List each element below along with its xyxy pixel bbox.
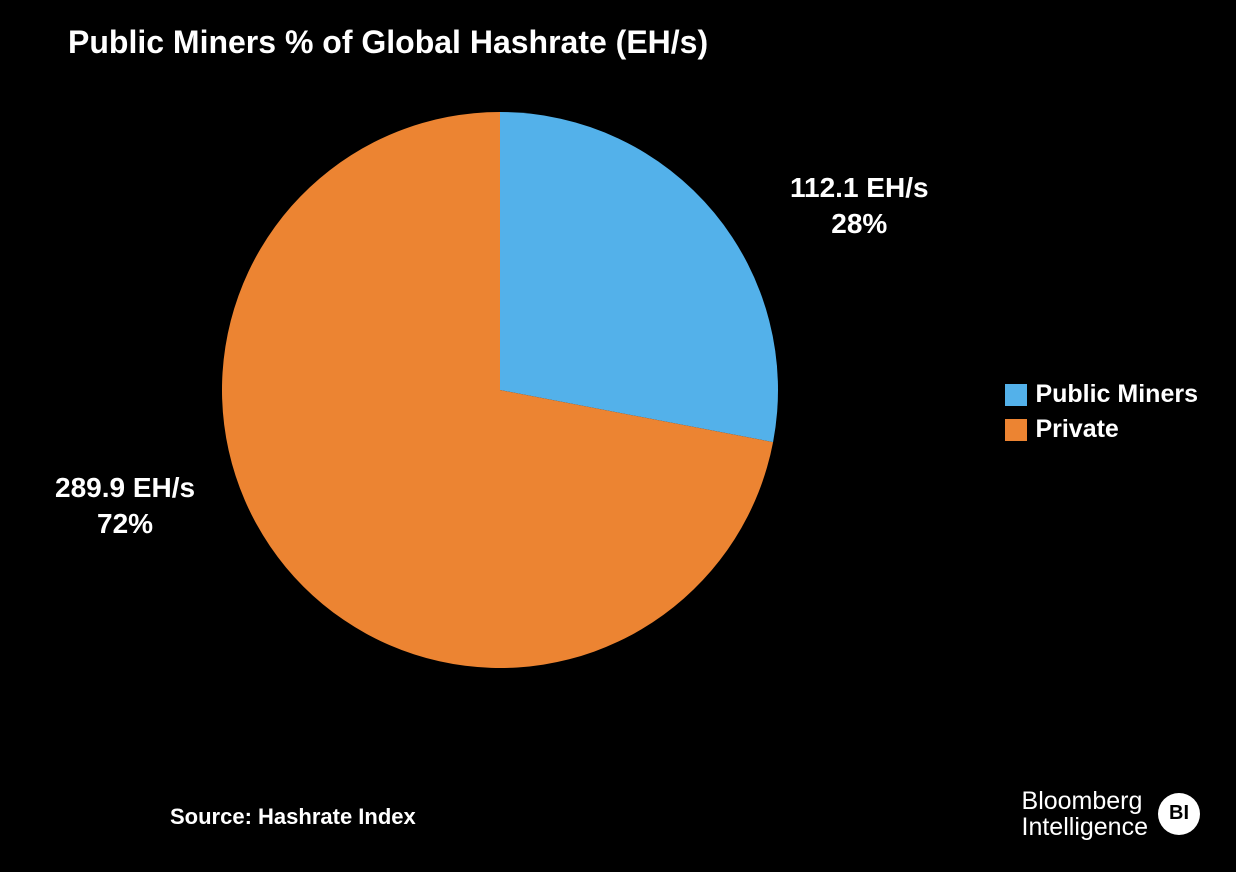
brand-line1: Bloomberg — [1022, 788, 1148, 814]
slice-value-private: 289.9 EH/s — [55, 470, 195, 506]
brand-line2: Intelligence — [1022, 814, 1148, 840]
pie-chart — [220, 110, 780, 670]
slice-percent-private: 72% — [55, 506, 195, 542]
pie-slice — [500, 112, 778, 442]
slice-percent-public: 28% — [790, 206, 929, 242]
legend-item-private: Private — [1005, 415, 1198, 444]
legend-swatch-private — [1005, 419, 1027, 441]
brand-text: Bloomberg Intelligence — [1022, 788, 1148, 841]
legend-swatch-public — [1005, 384, 1027, 406]
slice-value-public: 112.1 EH/s — [790, 170, 929, 206]
slice-label-private: 289.9 EH/s 72% — [55, 470, 195, 543]
source-text: Source: Hashrate Index — [170, 804, 416, 830]
slice-label-public: 112.1 EH/s 28% — [790, 170, 929, 243]
brand-badge: BI — [1158, 793, 1200, 835]
chart-title: Public Miners % of Global Hashrate (EH/s… — [68, 24, 708, 61]
legend-label-private: Private — [1035, 415, 1118, 444]
brand-logo: Bloomberg Intelligence BI — [1022, 788, 1200, 841]
legend-label-public: Public Miners — [1035, 380, 1198, 409]
legend: Public Miners Private — [1005, 380, 1198, 450]
legend-item-public: Public Miners — [1005, 380, 1198, 409]
